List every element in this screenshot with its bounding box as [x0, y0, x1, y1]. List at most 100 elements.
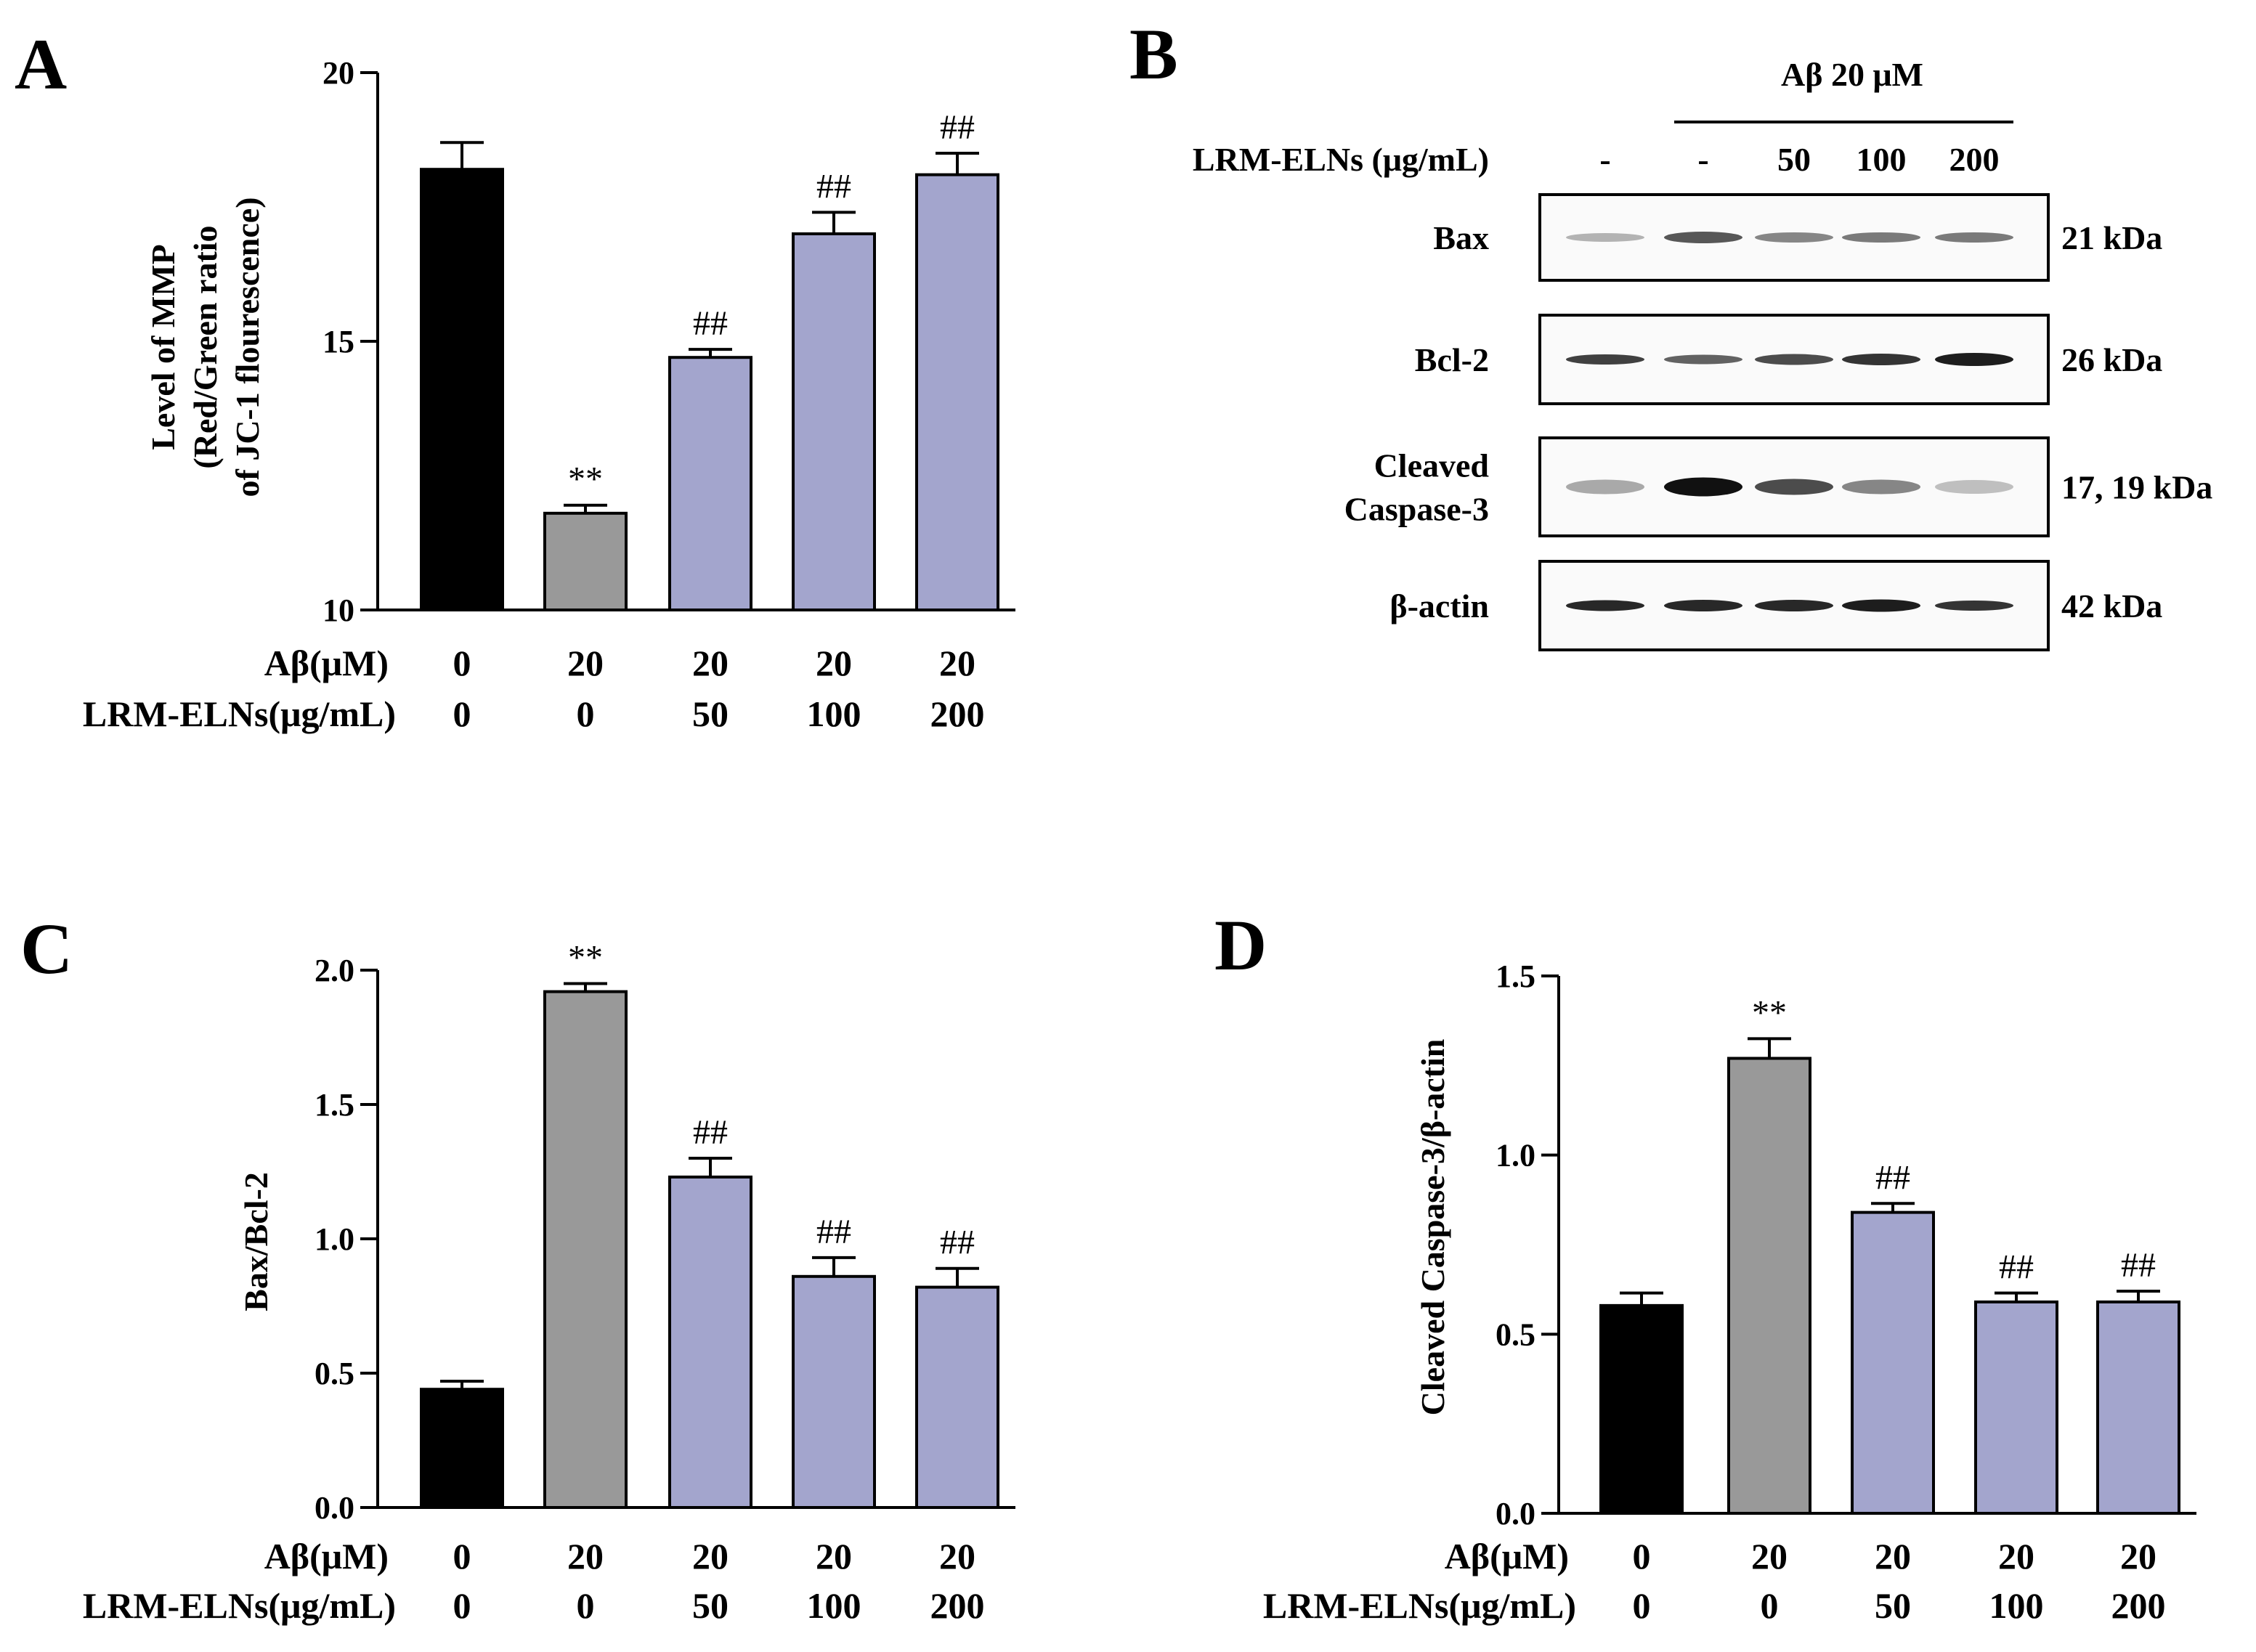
- wb-rows: Bax 21 kDa Bcl-2 26 kDa Cleaved Caspase-3 17, …: [1344, 193, 2212, 651]
- chart-c-y-label-line1: Bax/Bcl-2: [238, 1172, 275, 1311]
- wb-band: [1566, 600, 1644, 611]
- wb-lane-labels: - - 50 100 200: [1599, 141, 1999, 178]
- wb-kda-label: 17, 19 kDa: [2061, 469, 2212, 506]
- chart-c-y-tick-label: 2.0: [315, 953, 354, 988]
- chart-a-abeta-value: 20: [939, 643, 975, 683]
- chart-c-y-tick-label: 1.0: [315, 1221, 354, 1257]
- wb-band: [1935, 601, 2013, 611]
- chart-a-elns-value: 100: [807, 693, 861, 734]
- chart-a-y-label-line1: Level of MMP: [145, 244, 182, 450]
- wb-row: Bcl-2 26 kDa: [1415, 314, 2162, 405]
- chart-d-elns-value: 0: [1761, 1585, 1779, 1626]
- chart-d-abeta-value: 20: [2120, 1536, 2156, 1576]
- chart-c-abeta-value: 20: [692, 1536, 729, 1576]
- wb-lane-label: -: [1697, 141, 1708, 178]
- chart-a-y-tick-label: 10: [322, 593, 354, 628]
- chart-d-y-label-line1: Cleaved Caspase-3/β-actin: [1414, 1039, 1451, 1416]
- wb-band: [1664, 354, 1742, 365]
- chart-d-condition-labels: Aβ(μM) LRM-ELNs(μg/mL) 00200205020100202…: [1263, 1536, 2166, 1626]
- wb-kda-label: 42 kDa: [2061, 587, 2162, 624]
- wb-lane-label: 200: [1949, 141, 2000, 178]
- chart-a-significance-mark: ##: [940, 108, 975, 147]
- wb-row: Cleaved Caspase-3 17, 19 kDa: [1344, 436, 2212, 537]
- chart-a-bar: [915, 173, 999, 612]
- chart-c-y-tick-label: 0.0: [315, 1490, 354, 1526]
- panel-letter-a: A: [15, 24, 67, 105]
- chart-a-bar: [792, 232, 876, 611]
- chart-d-bar: [1727, 1057, 1811, 1515]
- wb-band: [1935, 480, 2013, 494]
- chart-d-abeta-row-label: Aβ(μM): [1445, 1536, 1569, 1576]
- chart-d-significance-mark: **: [1752, 993, 1787, 1032]
- chart-c-y-tick-label: 0.5: [315, 1356, 354, 1391]
- chart-a-y-label-line2: (Red/Green ratio: [187, 225, 224, 468]
- chart-d-significance-mark: ##: [1999, 1248, 2034, 1287]
- chart-a-y-tick-label: 20: [322, 55, 354, 91]
- wb-kda-label: 26 kDa: [2061, 341, 2162, 378]
- wb-band: [1842, 354, 1920, 365]
- chart-c-significance-mark: ##: [940, 1224, 975, 1262]
- wb-protein-label: Bax: [1433, 219, 1489, 256]
- chart-a-abeta-value: 20: [816, 643, 852, 683]
- chart-d-bar: [1599, 1303, 1684, 1515]
- chart-a-y-label-line3: of JC-1 flourescence): [229, 197, 266, 497]
- chart-d-bar: [1974, 1300, 2058, 1515]
- wb-band: [1664, 232, 1742, 243]
- chart-d-y-tick-label: 1.0: [1496, 1138, 1535, 1173]
- chart-c-elns-row-label: LRM-ELNs(μg/mL): [83, 1585, 396, 1626]
- wb-band: [1935, 353, 2013, 366]
- chart-d-elns-value: 200: [2111, 1585, 2166, 1626]
- chart-d-elns-value: 50: [1875, 1585, 1911, 1626]
- chart-c-abeta-row-label: Aβ(μM): [264, 1536, 389, 1576]
- wb-band: [1842, 232, 1920, 243]
- chart-a-elns-value: 0: [453, 693, 471, 734]
- wb-band: [1566, 479, 1644, 495]
- chart-c-bar: [915, 1285, 999, 1509]
- chart-a-bar: [668, 356, 752, 611]
- wb-band: [1842, 479, 1920, 495]
- wb-band: [1935, 232, 2013, 243]
- chart-d-cleaved-caspase3: Cleaved Caspase-3/β-actin ** ## ## ## 0.0 0.…: [1263, 959, 2196, 1626]
- chart-a-condition-labels: Aβ(μM) LRM-ELNs(μg/mL) 00200205020100202…: [83, 643, 985, 734]
- chart-d-y-tick-label: 0.0: [1496, 1496, 1535, 1531]
- wb-band: [1755, 600, 1833, 611]
- wb-protein-label: β-actin: [1389, 587, 1489, 624]
- wb-lane-label: 50: [1777, 141, 1811, 178]
- western-blot-panel: Aβ 20 μM LRM-ELNs (μg/mL) - - 50 100 200 Bax…: [1193, 56, 2212, 651]
- wb-lane-label: -: [1599, 141, 1610, 178]
- chart-d-elns-row-label: LRM-ELNs(μg/mL): [1263, 1585, 1576, 1626]
- chart-d-y-tick-label: 1.5: [1496, 959, 1535, 994]
- chart-c-significance-mark: ##: [816, 1213, 851, 1251]
- wb-row: β-actin 42 kDa: [1389, 560, 2162, 651]
- chart-a-y-axis-label: Level of MMP (Red/Green ratio of JC-1 fl…: [145, 197, 266, 497]
- wb-row: Bax 21 kDa: [1433, 193, 2162, 282]
- chart-d-bar: [1851, 1210, 1935, 1515]
- chart-a-significance-mark: ##: [816, 167, 851, 206]
- chart-d-y-axis-label: Cleaved Caspase-3/β-actin: [1414, 1039, 1451, 1416]
- chart-d-bar: [2096, 1300, 2180, 1515]
- chart-c-y-tick-label: 1.5: [315, 1087, 354, 1123]
- chart-c-abeta-value: 20: [939, 1536, 975, 1576]
- wb-band: [1755, 354, 1833, 365]
- chart-d-abeta-value: 20: [1875, 1536, 1911, 1576]
- chart-d-elns-value: 100: [1989, 1585, 2044, 1626]
- chart-a-significance-mark: ##: [693, 304, 728, 343]
- wb-protein-label: Caspase-3: [1344, 491, 1489, 528]
- chart-a-y-tick-label: 15: [322, 324, 354, 359]
- chart-a-bar: [420, 168, 504, 611]
- wb-protein-label: Bcl-2: [1415, 341, 1489, 378]
- chart-c-abeta-value: 0: [453, 1536, 471, 1576]
- chart-c-bar: [420, 1388, 504, 1509]
- wb-band: [1755, 232, 1833, 243]
- chart-a-significance-mark: **: [568, 460, 603, 499]
- chart-a-elns-value: 0: [577, 693, 595, 734]
- chart-c-y-axis-label: Bax/Bcl-2: [238, 1172, 275, 1311]
- chart-c-bar: [668, 1175, 752, 1510]
- chart-c-elns-value: 0: [453, 1585, 471, 1626]
- chart-d-elns-value: 0: [1633, 1585, 1651, 1626]
- chart-c-abeta-value: 20: [816, 1536, 852, 1576]
- wb-lane-label: 100: [1857, 141, 1907, 178]
- panel-letter-d: D: [1214, 905, 1267, 985]
- wb-kda-label: 21 kDa: [2061, 219, 2162, 256]
